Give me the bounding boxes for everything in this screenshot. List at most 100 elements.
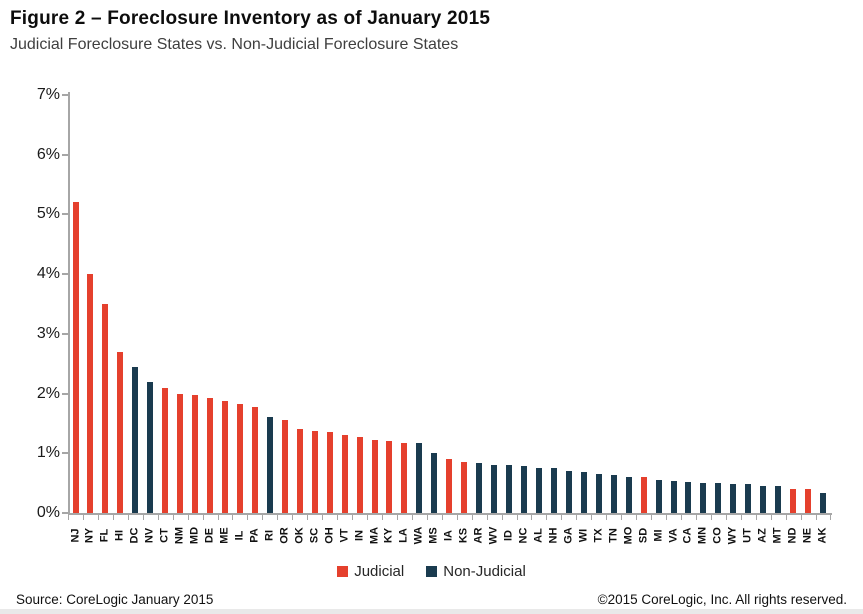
- y-axis: [68, 92, 70, 514]
- y-tick: [62, 332, 68, 335]
- bar-KY: [386, 440, 393, 513]
- x-label-GA: GA: [562, 527, 575, 544]
- x-label-OK: OK: [293, 527, 306, 544]
- y-tick-label: 2%: [36, 384, 60, 402]
- x-label-MT: MT: [771, 527, 784, 544]
- x-tick: [651, 515, 653, 520]
- x-label-AL: AL: [532, 528, 545, 543]
- bar-VT: [341, 435, 348, 513]
- y-tick-label: 7%: [36, 86, 60, 103]
- bar-SD: [640, 477, 647, 513]
- x-label-MO: MO: [622, 526, 635, 545]
- x-label-IA: IA: [442, 530, 455, 541]
- bar-AK: [820, 493, 826, 513]
- bar-NH: [550, 468, 557, 513]
- x-label-RI: RI: [263, 530, 276, 541]
- y-tick: [62, 94, 68, 96]
- x-label-WY: WY: [726, 526, 739, 545]
- bar-CT: [162, 387, 169, 513]
- bar-TX: [595, 473, 602, 513]
- x-label-TX: TX: [592, 528, 605, 543]
- bar-AR: [476, 462, 483, 513]
- y-tick: [62, 273, 68, 276]
- bar-GA: [565, 470, 572, 513]
- x-tick: [606, 515, 608, 520]
- x-tick: [471, 515, 473, 520]
- bar-PA: [251, 406, 258, 513]
- x-label-VT: VT: [338, 528, 351, 543]
- x-tick: [815, 515, 817, 520]
- x-tick: [501, 515, 503, 520]
- bar-AL: [535, 467, 542, 513]
- x-label-WA: WA: [412, 526, 425, 545]
- bar-KS: [461, 461, 468, 513]
- x-label-AR: AR: [472, 527, 485, 544]
- x-tick: [531, 515, 533, 520]
- x-label-SC: SC: [308, 527, 321, 544]
- bar-WA: [416, 443, 423, 513]
- x-tick: [322, 515, 324, 520]
- x-tick: [740, 515, 742, 520]
- bar-DE: [207, 398, 214, 513]
- chart-title: Figure 2 – Foreclosure Inventory as of J…: [10, 8, 491, 29]
- bar-LA: [401, 442, 408, 513]
- x-tick: [262, 515, 264, 520]
- x-label-MS: MS: [427, 527, 440, 544]
- x-tick: [277, 515, 279, 520]
- y-tick-label: 1%: [36, 444, 60, 462]
- x-tick: [830, 515, 832, 520]
- x-label-NV: NV: [143, 527, 156, 544]
- x-tick: [680, 515, 682, 520]
- x-tick: [247, 515, 249, 520]
- x-tick: [172, 515, 174, 520]
- x-tick: [187, 515, 189, 520]
- y-tick: [62, 392, 68, 395]
- x-label-MN: MN: [696, 526, 709, 545]
- x-label-NJ: NJ: [69, 528, 81, 543]
- bar-IA: [446, 459, 453, 513]
- legend-item-non-judicial: Non-Judicial: [426, 563, 526, 580]
- bar-MT: [775, 486, 782, 513]
- bar-MO: [625, 476, 632, 513]
- x-tick: [112, 515, 114, 520]
- x-tick: [441, 515, 443, 520]
- x-tick: [770, 515, 772, 520]
- x-label-NC: NC: [517, 527, 530, 544]
- x-tick: [82, 515, 84, 520]
- legend-label-judicial: Judicial: [354, 563, 405, 580]
- x-tick: [621, 515, 623, 520]
- x-label-ME: ME: [218, 527, 231, 544]
- bar-CO: [715, 483, 722, 513]
- x-label-IL: IL: [233, 530, 246, 541]
- x-label-WV: WV: [487, 526, 500, 545]
- y-tick-label: 6%: [36, 145, 60, 163]
- bar-AZ: [760, 485, 767, 513]
- y-tick: [62, 213, 68, 216]
- x-tick: [546, 515, 548, 520]
- bar-CA: [685, 481, 692, 513]
- x-tick: [337, 515, 339, 520]
- x-label-IN: IN: [353, 530, 366, 541]
- y-tick-label: 5%: [36, 205, 60, 223]
- bar-WI: [580, 472, 587, 513]
- window-bottom-edge: [0, 609, 863, 614]
- x-label-MI: MI: [652, 529, 665, 542]
- legend-label-non-judicial: Non-Judicial: [443, 563, 526, 580]
- x-label-TN: TN: [607, 528, 620, 543]
- bar-TN: [610, 474, 617, 513]
- x-label-CA: CA: [681, 527, 694, 544]
- x-tick: [202, 515, 204, 520]
- x-tick: [381, 515, 383, 520]
- bar-MA: [371, 439, 378, 513]
- x-tick: [411, 515, 413, 520]
- x-tick: [576, 515, 578, 520]
- bar-ND: [790, 488, 797, 513]
- x-tick: [456, 515, 458, 520]
- x-label-CT: CT: [158, 528, 171, 543]
- y-tick-label: 0%: [36, 504, 60, 521]
- x-tick: [127, 515, 129, 520]
- x-tick: [157, 515, 159, 520]
- bar-MI: [655, 480, 662, 513]
- bar-MS: [431, 452, 438, 513]
